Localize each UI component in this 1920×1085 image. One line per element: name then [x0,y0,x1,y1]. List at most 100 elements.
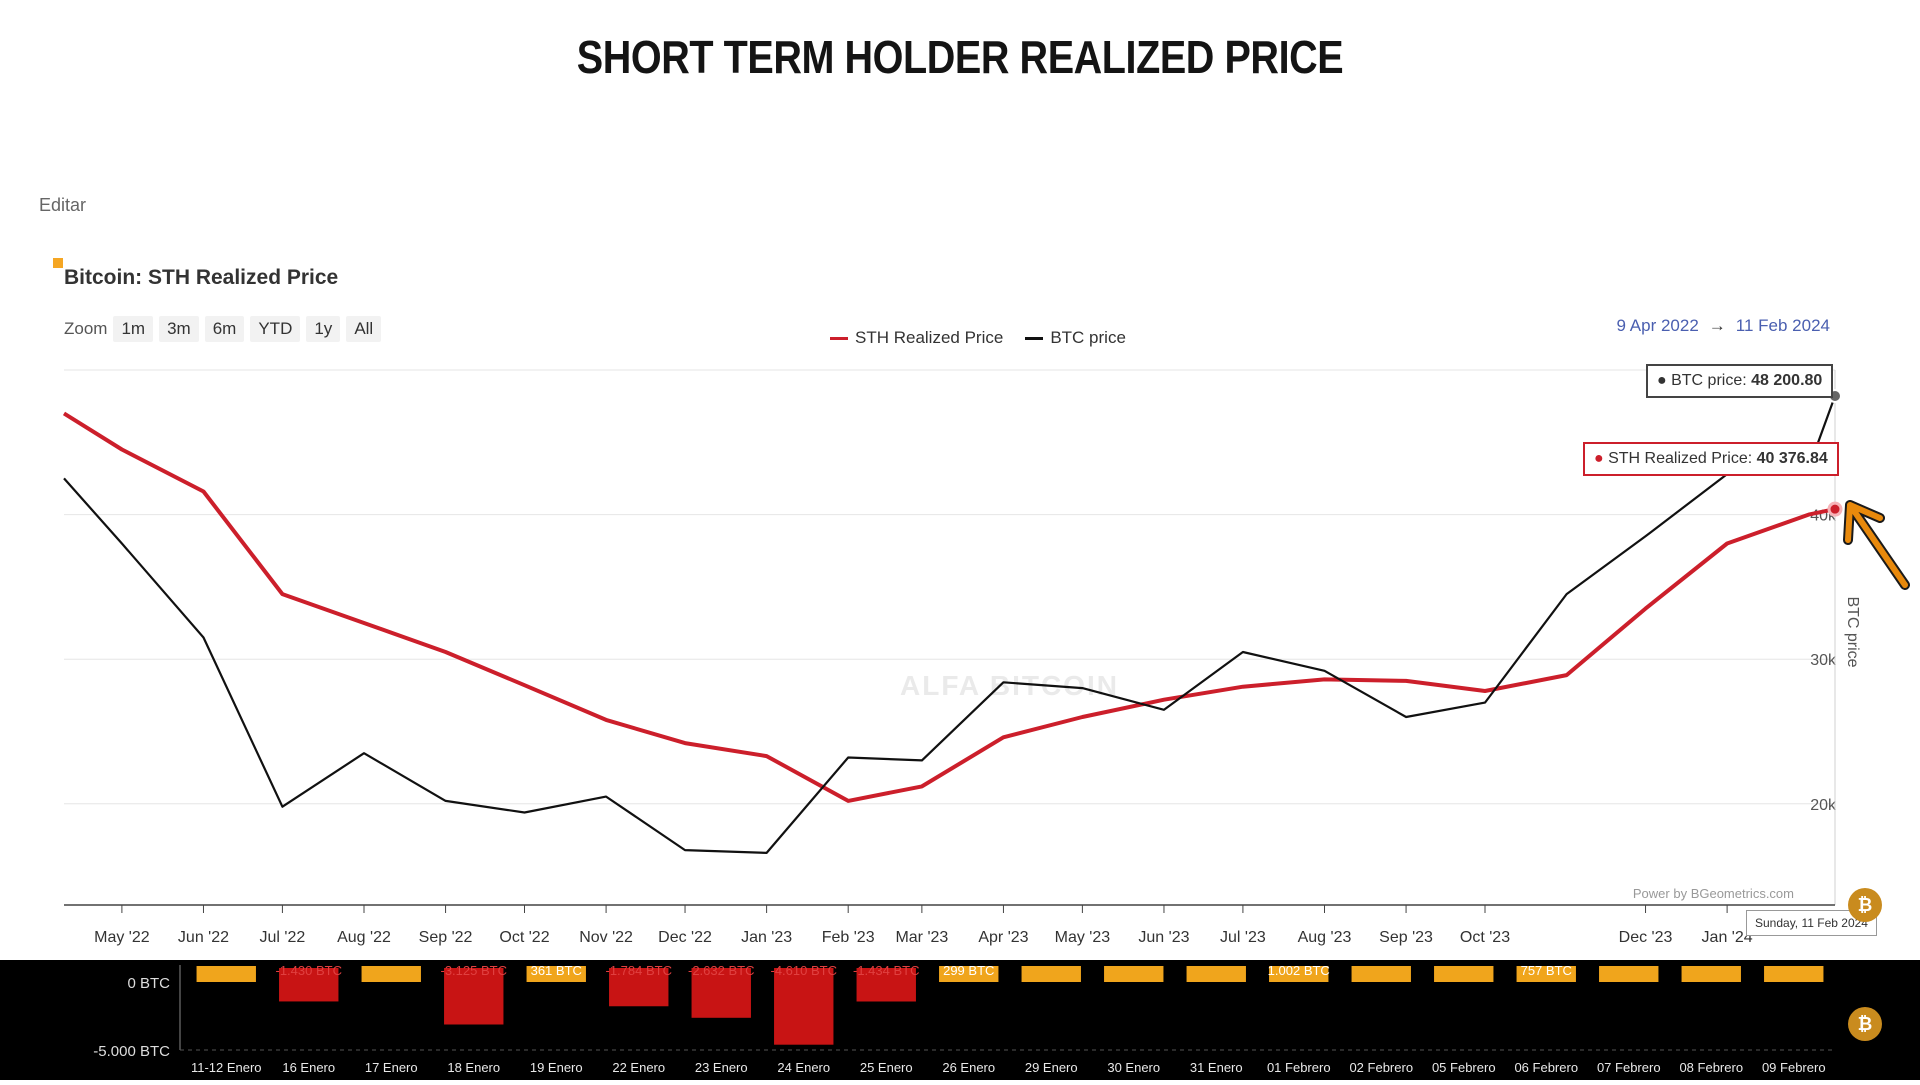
flow-value-label: 1.002 BTC [1268,963,1330,978]
x-tick-label: Apr '23 [978,929,1028,946]
flow-bar-positive [1351,966,1411,982]
flow-date-label: 02 Febrero [1349,1060,1413,1075]
x-tick-label: Nov '22 [579,929,633,946]
flow-date-label: 07 Febrero [1597,1060,1661,1075]
flow-bar-positive [361,966,421,982]
btc-tooltip-label: BTC price: [1671,372,1752,389]
x-tick-label: Sep '22 [419,929,473,946]
flow-value-label: -1.784 BTC [606,963,672,978]
flow-bar-negative [279,968,339,1002]
flow-bar-positive [1186,966,1246,982]
x-tick-label: Jul '22 [260,929,306,946]
zoom-1m-button[interactable]: 1m [113,316,154,342]
date-range-arrow-icon: → [1708,316,1726,335]
flow-date-label: 25 Enero [860,1060,913,1075]
x-tick-label: May '23 [1055,929,1111,946]
flow-bar-negative [774,968,834,1045]
flow-bar-negative [444,968,504,1025]
bitcoin-mic-icon-bottom[interactable]: ₿ [1848,1007,1882,1041]
x-tick-label: Sep '23 [1379,929,1433,946]
flow-date-label: 24 Enero [777,1060,830,1075]
flow-date-label: 19 Enero [530,1060,583,1075]
flow-bar-positive [1104,966,1164,982]
flow-date-label: 11-12 Enero [191,1060,262,1075]
flow-date-label: 05 Febrero [1432,1060,1496,1075]
x-tick-label: Jun '22 [178,929,229,946]
btc-tooltip-value: 48 200.80 [1751,372,1823,389]
flow-date-label: 18 Enero [447,1060,500,1075]
flow-date-label: 16 Enero [282,1060,335,1075]
x-tick-label: Oct '23 [1460,929,1510,946]
flow-date-label: 09 Febrero [1762,1060,1826,1075]
x-tick-label: Aug '22 [337,929,391,946]
x-tick-label: Jul '23 [1220,929,1266,946]
flow-value-label: -3.125 BTC [441,963,507,978]
y-axis-title: BTC price [1844,596,1861,667]
chart-title-bullet-icon [53,258,63,268]
x-tick-label: Dec '22 [658,929,712,946]
legend-label-sth: STH Realized Price [855,328,1004,347]
bitcoin-mic-icon[interactable]: ₿ [1848,888,1882,922]
x-tick-label: Dec '23 [1619,929,1673,946]
zoom-3m-button[interactable]: 3m [159,316,199,342]
x-tick-label: Feb '23 [822,929,875,946]
date-range-from[interactable]: 9 Apr 2022 [1616,316,1699,335]
sth-series-line [62,411,1836,803]
sth-tooltip-label: STH Realized Price: [1608,450,1757,467]
flow-bar-negative [609,968,669,1007]
flow-value-label: -1.430 BTC [276,963,342,978]
flow-bar-positive [1516,966,1576,982]
flow-bar-positive [196,966,256,982]
flow-bar-negative [691,968,751,1018]
flow-bar-positive [1269,966,1329,982]
x-tick-label: Jan '24 [1702,929,1753,946]
etf-flow-panel: 0 BTC -5.000 BTC 11-12 Enero -1.430 BTC 16 E… [0,960,1920,1080]
flow-bar-positive [1764,966,1824,982]
y-tick-label: 30k [1810,652,1837,669]
legend-item-btc[interactable]: BTC price [1025,328,1126,348]
zoom-label: Zoom [64,319,108,338]
flow-value-label: -4.610 BTC [771,963,837,978]
annotation-arrow [1845,502,1908,588]
flow-bar-positive [1681,966,1741,982]
flow-date-label: 31 Enero [1190,1060,1243,1075]
page-title: SHORT TERM HOLDER REALIZED PRICE [576,31,1344,83]
chart-title: Bitcoin: STH Realized Price [64,266,339,289]
x-tick-label: Mar '23 [895,929,948,946]
legend-item-sth[interactable]: STH Realized Price [830,328,1003,348]
btc-price-tooltip: ● BTC price: 48 200.80 [1646,364,1834,398]
etf-flow-chart: 0 BTC -5.000 BTC 11-12 Enero -1.430 BTC 16 E… [93,963,1835,1075]
flow-bar-positive [939,966,999,982]
flow-value-label: -2.632 BTC [688,963,754,978]
legend: STH Realized Price BTC price [830,328,1126,348]
flow-bar-negative [856,968,916,1002]
flow-bar-positive [1434,966,1494,982]
x-tick-label: Oct '22 [499,929,549,946]
edit-link[interactable]: Editar [39,195,87,215]
y-tick-label: 20k [1810,797,1837,814]
watermark: ALFA BITCOIN [900,670,1119,701]
sth-last-point [1827,501,1843,517]
date-range-to[interactable]: 11 Feb 2024 [1735,316,1830,335]
flow-bar-positive [1599,966,1659,982]
zoom-all-button[interactable]: All [346,316,382,342]
powered-by-label[interactable]: Power by BGeometrics.com [1632,886,1794,901]
flow-bar-positive [526,966,586,982]
flow-date-label: 22 Enero [612,1060,665,1075]
flow-date-label: 08 Febrero [1679,1060,1743,1075]
zoom-6m-button[interactable]: 6m [204,316,245,342]
x-tick-label: May '22 [94,929,150,946]
zoom-ytd-button[interactable]: YTD [250,316,301,342]
flow-bar-positive [1021,966,1081,982]
flow-date-label: 30 Enero [1107,1060,1160,1075]
flow-date-label: 17 Enero [365,1060,418,1075]
btc-series-line [63,395,1837,855]
zoom-1y-button[interactable]: 1y [306,316,341,342]
x-tick-label: Aug '23 [1298,929,1352,946]
flow-date-label: 06 Febrero [1514,1060,1578,1075]
legend-label-btc: BTC price [1050,328,1126,347]
date-range: 9 Apr 2022 → 11 Feb 2024 [1617,316,1830,336]
flow-value-label: 361 BTC [531,963,582,978]
flow-zero-label: 0 BTC [127,975,170,992]
